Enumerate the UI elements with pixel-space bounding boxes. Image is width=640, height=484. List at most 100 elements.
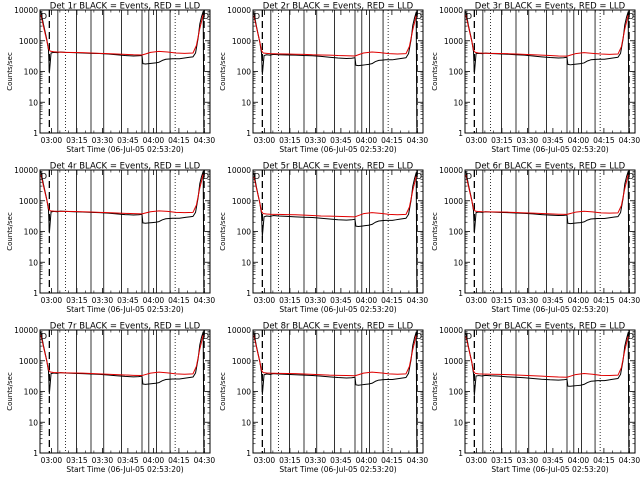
y-tick-label: 10000 [439,326,463,335]
series-line-events [40,10,205,133]
plot-area [40,10,205,133]
x-tick-label: 04:15 [593,296,615,305]
series-line-events [253,172,418,293]
corner-label-left: D [254,332,260,341]
y-tick-label: 1000 [232,197,251,206]
x-tick-label: 04:00 [568,136,590,145]
corner-label-left: D [41,332,47,341]
y-tick-label: 10000 [439,6,463,15]
x-tick-label: 04:15 [593,136,615,145]
y-axis-label: Counts/sec [6,52,14,91]
y-tick-label: 1 [33,449,38,458]
x-axis-label: Start Time (06-Jul-05 02:53:20) [66,305,183,314]
x-tick-label: 03:30 [305,456,327,465]
x-tick-label: 03:00 [254,136,276,145]
y-tick-label: 10000 [14,6,38,15]
x-axis-label: Start Time (06-Jul-05 02:53:20) [279,305,396,314]
x-tick-label: 04:00 [568,456,590,465]
y-axis-label: Counts/sec [431,212,439,251]
x-tick-label: 03:15 [279,296,301,305]
x-tick-label: 03:45 [330,136,352,145]
x-tick-label: 03:30 [92,456,114,465]
y-tick-label: 10 [453,98,463,107]
corner-label-left: D [466,172,472,181]
x-tick-label: 04:00 [143,296,165,305]
corner-label-left: D [254,172,260,181]
corner-label-right: D [203,332,209,341]
x-tick-label: 03:45 [542,456,564,465]
x-tick-label: 04:00 [143,136,165,145]
x-tick-label: 03:00 [254,296,276,305]
x-tick-label: 04:15 [168,296,190,305]
x-tick-label: 03:15 [279,136,301,145]
corner-label-right: D [416,332,422,341]
y-tick-label: 10000 [227,6,251,15]
series-line-lld [40,14,204,56]
x-axis-label: Start Time (06-Jul-05 02:53:20) [491,305,608,314]
x-tick-label: 03:15 [66,296,88,305]
x-axis-label: Start Time (06-Jul-05 02:53:20) [491,465,608,474]
plot-area [465,170,630,293]
series-line-events [40,331,205,453]
x-axis-label: Start Time (06-Jul-05 02:53:20) [66,465,183,474]
y-tick-label: 10 [241,258,251,267]
x-tick-label: 03:30 [92,136,114,145]
corner-label-left: D [466,12,472,21]
x-tick-label: 03:30 [305,136,327,145]
x-tick-label: 04:00 [356,456,378,465]
y-axis-label: Counts/sec [219,212,227,251]
x-tick-label: 03:00 [466,456,488,465]
x-tick-label: 03:15 [491,136,513,145]
y-tick-label: 100 [24,68,39,77]
y-tick-label: 1 [458,289,463,298]
y-tick-label: 1 [33,129,38,138]
x-tick-label: 04:15 [593,456,615,465]
y-tick-label: 10 [241,418,251,427]
y-tick-label: 1 [458,129,463,138]
x-tick-label: 03:15 [491,456,513,465]
y-tick-label: 10000 [227,326,251,335]
y-axis-label: Counts/sec [6,372,14,411]
y-tick-label: 100 [449,228,464,237]
y-tick-label: 1 [246,289,251,298]
x-tick-label: 04:00 [568,296,590,305]
y-tick-label: 10000 [14,326,38,335]
y-axis-label: Counts/sec [6,212,14,251]
x-tick-label: 04:15 [168,136,190,145]
x-tick-label: 04:00 [356,296,378,305]
x-tick-label: 03:30 [517,296,539,305]
x-tick-label: 04:30 [407,296,429,305]
panel-title: Det 5r BLACK = Events, RED = LLD [263,162,414,172]
corner-label-right: D [203,172,209,181]
y-tick-label: 100 [449,68,464,77]
x-axis-label: Start Time (06-Jul-05 02:53:20) [491,145,608,154]
x-tick-label: 03:45 [542,296,564,305]
plot-area [40,170,205,293]
y-tick-label: 10 [453,418,463,427]
plot-area [253,170,418,293]
corner-label-right: D [203,12,209,21]
y-tick-label: 1000 [232,357,251,366]
series-line-lld [465,174,629,215]
y-tick-label: 100 [237,228,252,237]
x-tick-label: 03:00 [254,456,276,465]
x-tick-label: 04:30 [619,296,640,305]
x-tick-label: 03:30 [517,456,539,465]
x-tick-label: 03:15 [279,456,301,465]
series-line-events [465,11,630,133]
plot-area [465,330,630,453]
y-tick-label: 1000 [19,197,38,206]
corner-label-right: D [628,172,634,181]
plot-area [253,10,418,133]
y-axis-label: Counts/sec [219,372,227,411]
x-tick-label: 03:45 [117,456,139,465]
series-line-events [40,170,205,293]
plot-area [253,330,418,453]
x-axis-label: Start Time (06-Jul-05 02:53:20) [279,465,396,474]
y-axis-label: Counts/sec [431,372,439,411]
